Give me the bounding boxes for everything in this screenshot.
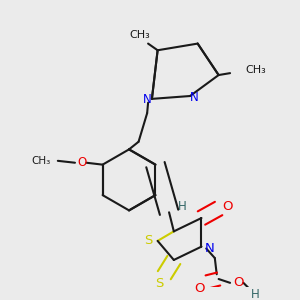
Text: H: H [250, 288, 259, 300]
Text: O: O [233, 276, 244, 289]
Text: O: O [77, 156, 86, 169]
Text: N: N [143, 93, 152, 106]
Text: CH₃: CH₃ [31, 156, 50, 166]
Text: S: S [155, 277, 164, 290]
Text: O: O [194, 282, 205, 295]
Text: CH₃: CH₃ [129, 30, 150, 40]
Text: N: N [205, 242, 215, 255]
Text: N: N [190, 92, 198, 104]
Text: CH₃: CH₃ [245, 65, 266, 75]
Text: O: O [222, 200, 232, 213]
Text: H: H [178, 200, 187, 213]
Text: S: S [144, 234, 152, 248]
